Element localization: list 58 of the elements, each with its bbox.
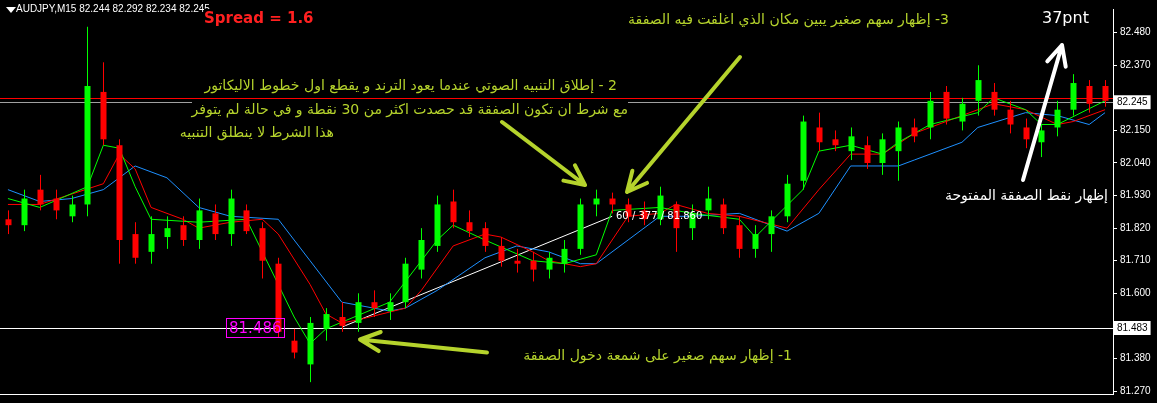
candlestick <box>371 289 378 318</box>
annotation: إظهار نقط الصفقة المفتوحة <box>944 186 1108 204</box>
annotation: 2 - إطلاق التنبيه الصوتي عندما يعود الترند و يقطع اول خطوط الاليكاتور <box>204 76 617 94</box>
candlestick <box>752 224 759 259</box>
y-tick-label: 81.600 <box>1120 287 1152 299</box>
candlestick <box>482 221 489 253</box>
candlestick <box>546 251 553 279</box>
candlestick <box>832 129 839 152</box>
candlestick <box>243 203 250 235</box>
candlestick <box>180 215 187 247</box>
candlestick <box>148 215 155 265</box>
candlestick <box>530 251 537 282</box>
ref-line-label: 81.483 <box>1117 321 1149 333</box>
candlestick <box>1038 124 1045 158</box>
candlestick <box>1054 100 1061 137</box>
candlestick <box>864 135 871 170</box>
y-tick-label: 81.710 <box>1120 254 1152 266</box>
annotation: 3- إظهار سهم صغير يبين مكان الذي اغلقت فيه الصفقة <box>628 10 949 28</box>
y-tick-label: 82.480 <box>1120 26 1152 38</box>
candlestick <box>705 186 712 220</box>
candlestick <box>387 292 394 321</box>
y-tick-label: 82.040 <box>1120 156 1152 168</box>
y-tick-label: 81.820 <box>1120 221 1152 233</box>
annotation: Spread = 1.6 <box>204 9 314 27</box>
y-tick-label: 81.270 <box>1120 384 1152 396</box>
y-tick-label: 82.150 <box>1120 124 1152 136</box>
annotation: هذا الشرط لا ينطلق التنبيه <box>179 123 334 141</box>
candlestick <box>768 209 775 253</box>
ref-line-label: 82.245 <box>1117 96 1149 108</box>
annotation: مع شرط ان تكون الصفقة قد حصدت اكثر من 30 نقطة و في حالة لم يتوفر <box>191 100 628 118</box>
candlestick <box>132 221 139 265</box>
candlestick <box>37 174 44 211</box>
candlestick <box>720 198 727 235</box>
candlestick <box>848 126 855 161</box>
candlestick <box>1023 118 1030 149</box>
candlestick <box>514 248 521 274</box>
candlestick <box>323 307 330 342</box>
candlestick <box>466 209 473 238</box>
y-tick-label: 81.380 <box>1120 352 1152 364</box>
annotation: 1- إظهار سهم صغير على شمعة دخول الصفقة <box>523 346 792 364</box>
candlestick <box>879 132 886 176</box>
y-tick-label: 81.930 <box>1120 189 1152 201</box>
candlestick <box>291 328 298 359</box>
candlestick <box>498 236 505 268</box>
y-tick-label: 82.370 <box>1120 59 1152 71</box>
candlestick <box>5 209 12 235</box>
candlestick <box>736 215 743 259</box>
candlestick <box>53 189 60 220</box>
candlestick <box>164 215 171 250</box>
candlestick <box>450 189 457 229</box>
annotation: 37pnt <box>1042 8 1089 27</box>
candlestick <box>355 292 362 333</box>
candlestick <box>911 118 918 143</box>
candlestick <box>816 112 823 152</box>
candlestick <box>69 195 76 223</box>
candlestick <box>212 203 219 241</box>
candlestick <box>561 239 568 274</box>
candlestick <box>895 121 902 182</box>
